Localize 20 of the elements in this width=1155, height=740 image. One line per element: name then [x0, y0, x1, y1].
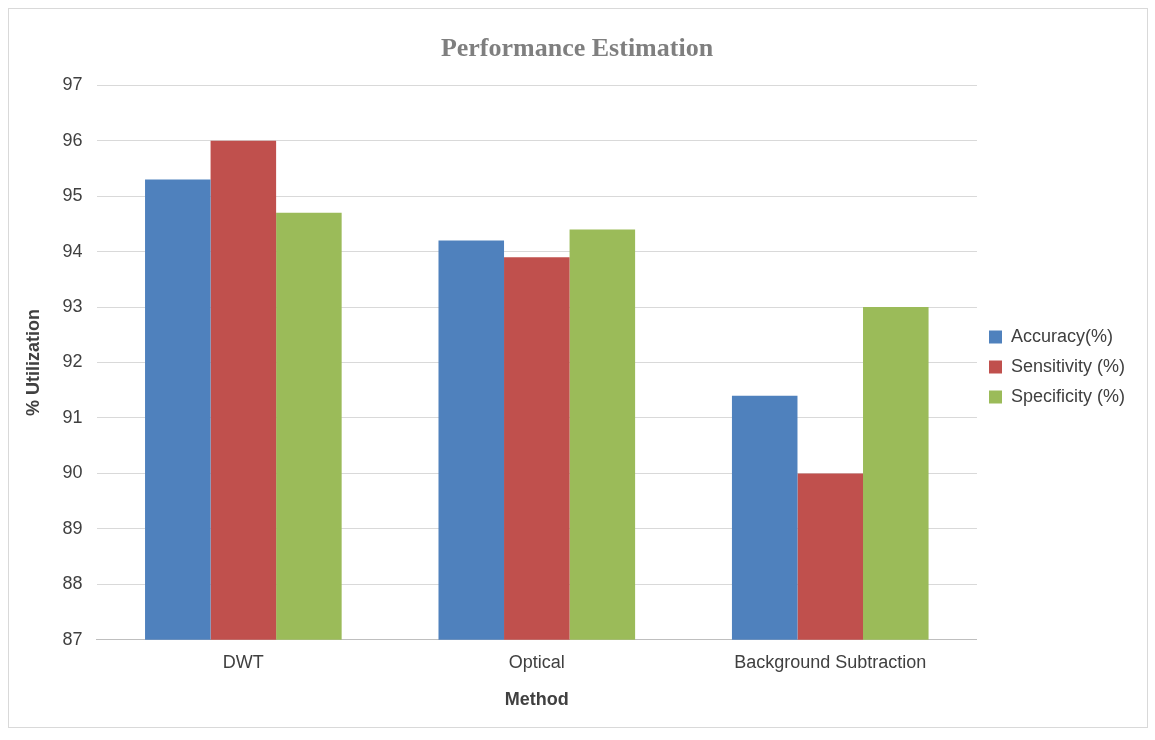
legend-label: Accuracy(%) [1010, 325, 1113, 346]
y-tick-label: 94 [62, 240, 83, 261]
y-axis-title: % Utilization [22, 309, 43, 416]
x-axis-title: Method [504, 689, 569, 710]
legend-label: Sensitivity (%) [1010, 355, 1126, 376]
y-tick-label: 95 [62, 185, 83, 206]
y-tick-label: 93 [62, 296, 83, 317]
legend-label: Specificity (%) [1010, 385, 1126, 406]
x-tick-label: Optical [508, 651, 565, 672]
y-tick-label: 89 [62, 517, 83, 538]
x-tick-label: DWT [222, 651, 264, 672]
y-tick-label: 96 [62, 129, 83, 150]
y-tick-label: 92 [62, 351, 83, 372]
chart-title: Performance Estimation [440, 33, 714, 63]
y-tick-label: 97 [62, 74, 83, 95]
x-tick-label: Background Subtraction [734, 651, 927, 672]
y-tick-label: 87 [62, 628, 83, 649]
y-tick-label: 91 [62, 406, 83, 427]
y-tick-label: 88 [62, 573, 83, 594]
y-tick-label: 90 [62, 462, 83, 483]
